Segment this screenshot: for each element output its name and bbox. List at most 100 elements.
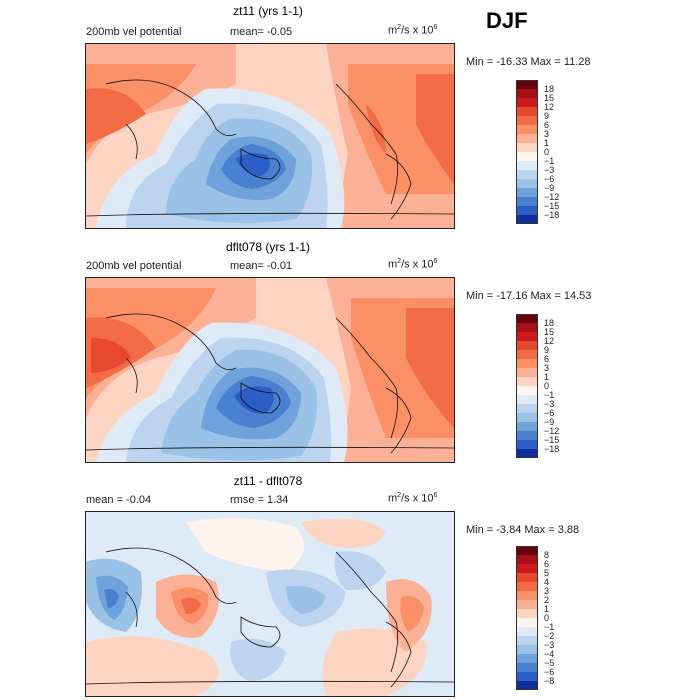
colorbar-swatch <box>516 377 538 386</box>
colorbar-swatch <box>516 107 538 116</box>
panel-1-center-label: mean= -0.05 <box>230 26 293 38</box>
colorbar-swatch <box>516 188 538 197</box>
colorbar-tick-label: 3 <box>544 129 550 139</box>
colorbar-tick-label: −18 <box>544 210 560 220</box>
colorbar-tick-label: −4 <box>544 649 555 659</box>
colorbar-tick-label: −1 <box>544 622 555 632</box>
colorbar-swatch <box>516 413 538 422</box>
colorbar-swatch <box>516 341 538 350</box>
colorbar-swatch <box>516 323 538 332</box>
panel-3-center-label: rmse = 1.34 <box>230 494 289 506</box>
colorbar-swatch <box>516 645 538 654</box>
colorbar-swatch <box>516 627 538 636</box>
panel-1-field <box>86 44 454 228</box>
panel-1-units: m2/s x 106 <box>388 24 437 37</box>
colorbar-tick-label: 3 <box>544 363 550 373</box>
colorbar-tick-label: −12 <box>544 192 560 202</box>
colorbar-tick-label: −15 <box>544 201 560 211</box>
colorbar-tick-label: 4 <box>544 577 550 587</box>
colorbar-tick-label: −1 <box>544 390 555 400</box>
colorbar-swatch <box>516 440 538 449</box>
units-base: m <box>388 492 398 505</box>
panel-3-field <box>86 512 454 696</box>
colorbar-tick-label: 1 <box>544 372 550 382</box>
colorbar-swatch <box>516 564 538 573</box>
colorbar-tick-label: 0 <box>544 613 550 623</box>
panel-2-map <box>85 277 455 463</box>
colorbar-tick-label: 15 <box>544 327 555 337</box>
colorbar-tick-label: −6 <box>544 667 555 677</box>
colorbar-tick-label: 8 <box>544 550 550 560</box>
colorbar-swatch <box>516 422 538 431</box>
colorbar-tick-label: 0 <box>544 147 550 157</box>
colorbar-tick-label: −9 <box>544 417 555 427</box>
colorbar-tick-label: −9 <box>544 183 555 193</box>
units-base: m <box>388 258 398 271</box>
colorbar-tick-label: 3 <box>544 586 550 596</box>
colorbar-swatch <box>516 134 538 143</box>
colorbar-swatch <box>516 206 538 215</box>
colorbar-swatch <box>516 546 538 555</box>
units-exp-2: 6 <box>433 24 438 31</box>
units-exp-1: 2 <box>397 24 402 31</box>
colorbar-swatch <box>516 89 538 98</box>
colorbar-swatch <box>516 663 538 672</box>
colorbar-swatch <box>516 449 538 458</box>
colorbar-swatch <box>516 125 538 134</box>
colorbar-tick-label: 1 <box>544 604 550 614</box>
panel-3-title: zt11 - dflt078 <box>233 474 303 488</box>
colorbar-tick-label: −3 <box>544 399 555 409</box>
colorbar-tick-label: 18 <box>544 318 555 328</box>
colorbar-swatch <box>516 143 538 152</box>
units-base: m <box>388 24 398 37</box>
colorbar-swatch <box>516 368 538 377</box>
panel-3-left-label: mean = -0.04 <box>86 494 152 506</box>
colorbar-tick-label: −6 <box>544 408 555 418</box>
colorbar-swatch <box>516 573 538 582</box>
colorbar-swatch <box>516 618 538 627</box>
colorbar-tick-label: 12 <box>544 336 555 346</box>
colorbar-swatch <box>516 609 538 618</box>
panel-2-units: m2/s x 106 <box>388 258 437 271</box>
colorbar-swatch <box>516 152 538 161</box>
colorbar-tick-label: 0 <box>544 381 550 391</box>
colorbar-swatch <box>516 161 538 170</box>
panel-2-left-label: 200mb vel potential <box>86 260 182 272</box>
colorbar-tick-label: −1 <box>544 156 555 166</box>
units-tail: /s x 10 <box>401 492 434 505</box>
colorbar-swatch <box>516 179 538 188</box>
panel-1-stats: Min = -16.33 Max = 11.28 <box>466 56 591 68</box>
colorbar-tick-label: 1 <box>544 138 550 148</box>
colorbar-tick-label: −8 <box>544 676 555 686</box>
colorbar-swatch <box>516 395 538 404</box>
panel-1-title: zt11 (yrs 1-1) <box>233 4 303 18</box>
colorbar-swatch <box>516 332 538 341</box>
colorbar-tick-label: 2 <box>544 595 550 605</box>
panel-2-center-label: mean= -0.01 <box>230 260 293 272</box>
units-tail: /s x 10 <box>401 24 434 37</box>
panel-3-map <box>85 511 455 697</box>
colorbar-swatch <box>516 215 538 224</box>
colorbar-swatch <box>516 555 538 564</box>
colorbar-tick-label: −3 <box>544 165 555 175</box>
colorbar-swatch <box>516 582 538 591</box>
colorbar-tick-label: −15 <box>544 435 560 445</box>
colorbar-tick-label: 6 <box>544 354 550 364</box>
colorbar-swatch <box>516 314 538 323</box>
colorbar-swatch <box>516 170 538 179</box>
colorbar-tick-label: −2 <box>544 631 555 641</box>
units-exp-1: 2 <box>397 258 402 265</box>
colorbar-tick-label: −5 <box>544 658 555 668</box>
colorbar-swatch <box>516 672 538 681</box>
colorbar-swatch <box>516 350 538 359</box>
colorbar-tick-label: −12 <box>544 426 560 436</box>
panel-2-title: dflt078 (yrs 1-1) <box>225 240 311 254</box>
panel-3-stats: Min = -3.84 Max = 3.88 <box>466 524 580 536</box>
panel-2-stats: Min = -17.16 Max = 14.53 <box>466 290 592 302</box>
colorbar-swatch <box>516 359 538 368</box>
colorbar-swatch <box>516 591 538 600</box>
panel-2-field <box>86 278 454 462</box>
colorbar-swatch <box>516 404 538 413</box>
colorbar-tick-label: 12 <box>544 102 555 112</box>
colorbar-swatch <box>516 431 538 440</box>
